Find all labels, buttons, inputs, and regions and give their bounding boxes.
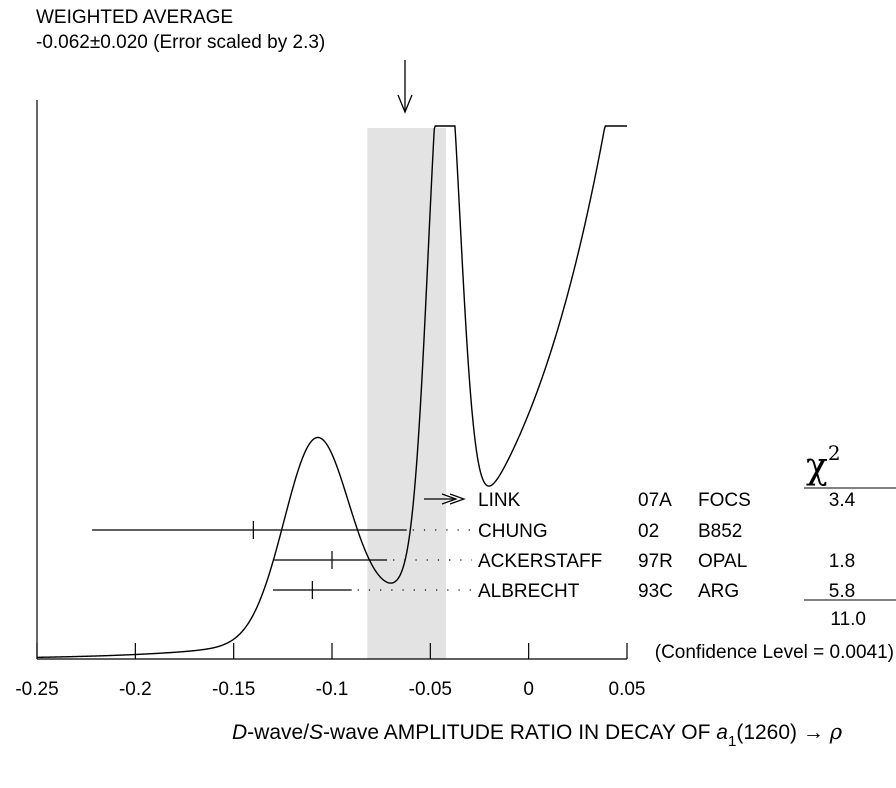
x-tick-label: 0 — [523, 679, 534, 700]
collaboration-label: B852 — [698, 521, 742, 542]
collaboration-label: OPAL — [698, 551, 747, 572]
x-tick-label: -0.25 — [15, 679, 58, 700]
x-ticks — [36, 643, 628, 659]
x-tick-label: 0.05 — [609, 679, 646, 700]
collaboration-label: FOCS — [698, 490, 751, 511]
measurement-row: ALBRECHT 93C ARG 5.8 — [273, 581, 855, 602]
out-of-range-arrowhead — [441, 493, 458, 505]
year-label: 93C — [638, 581, 673, 602]
chi2-header: χ2 — [806, 441, 841, 487]
experiment-label: LINK — [478, 490, 521, 511]
experiment-label: ACKERSTAFF — [478, 551, 602, 572]
out-of-range-arrowhead — [449, 493, 466, 505]
x-tick-label: -0.2 — [119, 679, 152, 700]
measurement-row: CHUNG 02 B852 — [92, 521, 742, 542]
chart-subtitle: -0.062±0.020 (Error scaled by 2.3) — [36, 32, 325, 53]
chi2-value: 1.8 — [829, 551, 855, 572]
x-tick-label: -0.1 — [316, 679, 349, 700]
year-label: 97R — [638, 551, 673, 572]
measurements: LINK 07A FOCS 3.4 CHUNG 02 B852 ACKERSTAFF 97R OP… — [92, 490, 856, 602]
chi2-value: 3.4 — [829, 490, 856, 511]
chart-title: WEIGHTED AVERAGE — [36, 7, 233, 28]
x-tick-label: -0.05 — [409, 679, 452, 700]
year-label: 07A — [638, 490, 672, 511]
collaboration-label: ARG — [698, 581, 739, 602]
measurement-row: LINK 07A FOCS 3.4 — [424, 490, 856, 511]
x-tick-labels: -0.25 -0.2 -0.15 -0.1 -0.05 0 0.05 — [15, 679, 645, 700]
ideogram-curve — [36, 125, 627, 659]
confidence-level: (Confidence Level = 0.0041) — [655, 642, 894, 663]
x-axis-label: D-wave/S-wave AMPLITUDE RATIO IN DECAY O… — [232, 720, 843, 750]
chi2-value: 5.8 — [829, 581, 855, 602]
average-error-band — [367, 128, 447, 659]
measurement-row: ACKERSTAFF 97R OPAL 1.8 — [273, 551, 855, 572]
chi2-total: 11.0 — [830, 609, 866, 630]
year-label: 02 — [638, 521, 659, 542]
average-arrow — [397, 60, 413, 114]
x-tick-label: -0.15 — [212, 679, 255, 700]
experiment-label: ALBRECHT — [478, 581, 580, 602]
experiment-label: CHUNG — [478, 521, 548, 542]
